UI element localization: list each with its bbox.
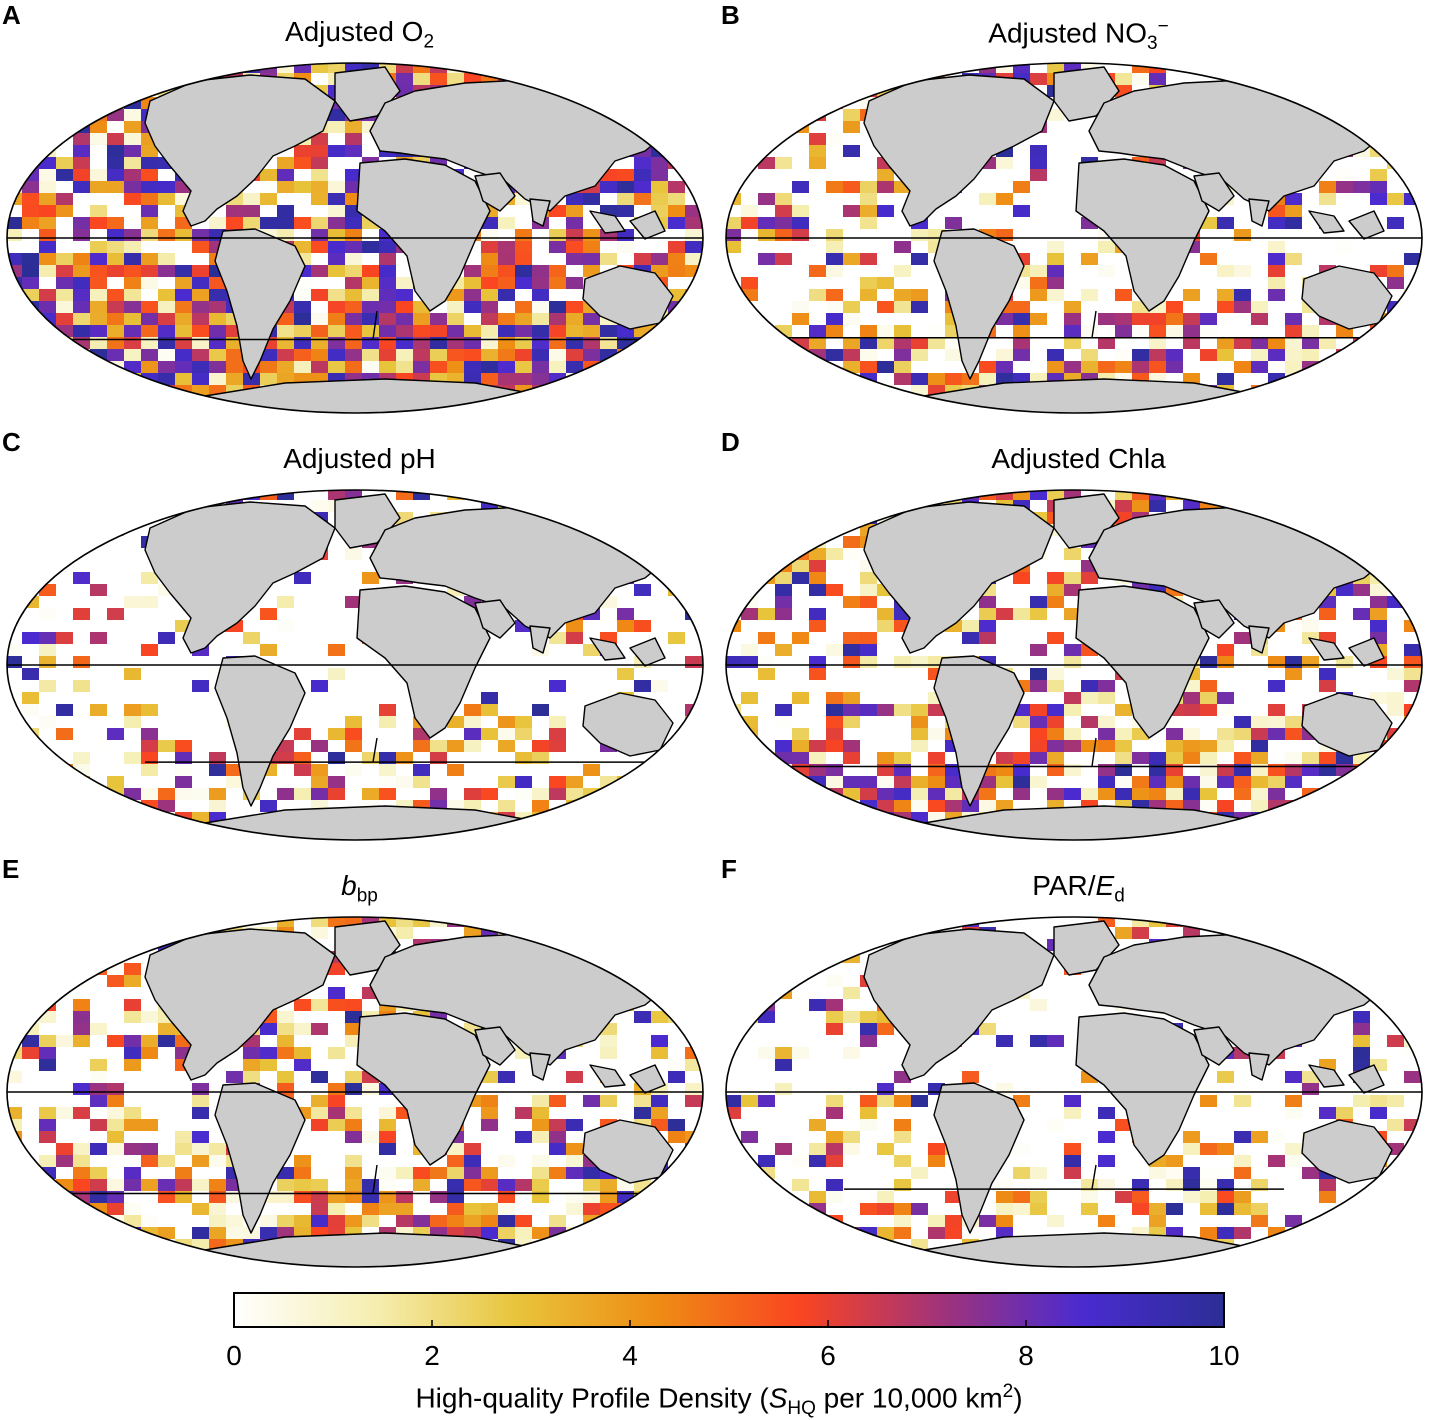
panel-title: Adjusted O2 <box>284 16 435 53</box>
colorbar-tick-label: 6 <box>820 1340 836 1371</box>
panel-letter: C <box>2 427 21 457</box>
panel-title: bbp <box>341 870 378 907</box>
map-outline <box>6 489 704 841</box>
map-outline <box>725 62 1423 414</box>
panel-title: Adjusted Chla <box>991 443 1166 474</box>
map-figure <box>6 916 704 1268</box>
panel-title: Adjusted NO3− <box>988 16 1169 54</box>
panel-letter: B <box>721 0 740 30</box>
map-outline <box>725 916 1423 1268</box>
map-panel-d: D Adjusted Chla <box>719 427 1438 857</box>
land-masses <box>144 66 674 413</box>
land-masses <box>863 920 1393 1267</box>
colorbar <box>233 1292 1225 1328</box>
panel-letter: D <box>721 427 740 457</box>
panel-letter: E <box>2 854 20 884</box>
map-panel-b: B Adjusted NO3− <box>719 0 1438 430</box>
colorbar-tick-label: 0 <box>226 1340 242 1371</box>
map-outline <box>725 489 1423 841</box>
land-masses <box>863 66 1393 413</box>
land-masses <box>863 493 1393 840</box>
map-outline <box>6 916 704 1268</box>
panel-title: Adjusted pH <box>283 443 436 474</box>
map-figure <box>6 489 704 841</box>
map-figure <box>725 489 1423 841</box>
map-figure <box>725 62 1423 414</box>
map-outline <box>6 62 704 414</box>
map-panel-a: A Adjusted O2 <box>0 0 719 430</box>
map-panel-f: F PAR/Ed <box>719 854 1438 1284</box>
map-panel-c: C Adjusted pH <box>0 427 719 857</box>
colorbar-tick-label: 8 <box>1018 1340 1034 1371</box>
panel-letter: F <box>721 854 737 884</box>
panel-letter: A <box>2 0 21 30</box>
colorbar-tick-label: 10 <box>1208 1340 1240 1371</box>
colorbar-tick-label: 4 <box>622 1340 638 1371</box>
colorbar-label: High-quality Profile Density (SHQ per 10… <box>415 1381 1023 1419</box>
panel-title: PAR/Ed <box>1032 870 1125 907</box>
map-figure <box>725 916 1423 1268</box>
colorbar-tick-label: 2 <box>424 1340 440 1371</box>
map-figure <box>6 62 704 414</box>
